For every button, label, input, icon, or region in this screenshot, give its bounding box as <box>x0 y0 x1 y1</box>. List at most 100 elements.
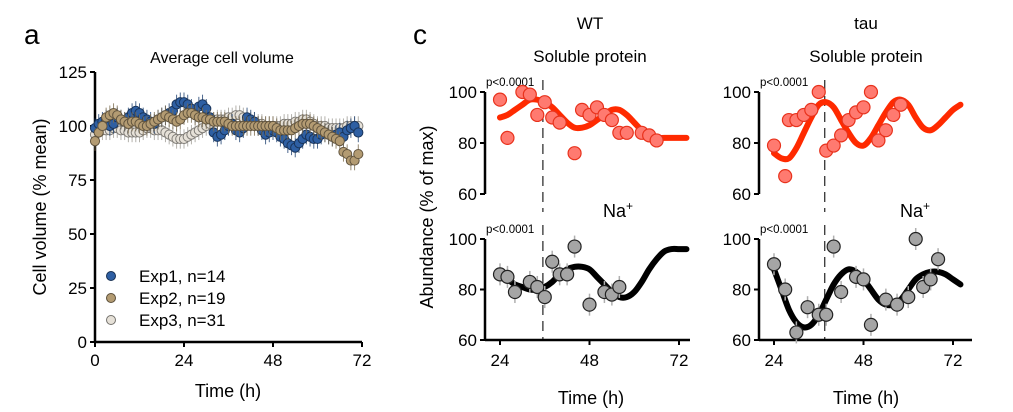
data-point <box>89 136 101 147</box>
data-point <box>908 231 923 247</box>
data-point <box>97 120 108 132</box>
data-point <box>507 284 523 300</box>
data-point <box>800 300 815 315</box>
legend-label: Exp2, n=19 <box>139 289 226 308</box>
data-point <box>766 257 782 272</box>
data-point <box>871 133 886 148</box>
data-point <box>811 84 826 100</box>
fit-curve <box>497 245 690 301</box>
panel-a-ytick-label: 50 <box>68 225 87 244</box>
ytick-label: 60 <box>732 185 751 204</box>
data-point <box>778 169 793 184</box>
data-point <box>766 138 782 153</box>
data-point <box>834 284 849 300</box>
data-point <box>537 95 552 110</box>
ytick-label: 100 <box>449 230 477 249</box>
ytick-label: 80 <box>732 134 751 153</box>
data-point <box>778 282 793 297</box>
data-point <box>804 102 819 117</box>
panel-a-ytick-label: 25 <box>68 279 87 298</box>
data-point <box>923 272 938 287</box>
data-point <box>353 148 364 160</box>
data-point <box>353 127 364 138</box>
legend-marker <box>106 293 116 303</box>
data-point <box>612 279 627 295</box>
data-point <box>834 128 849 143</box>
data-point <box>889 297 905 312</box>
data-point <box>567 239 582 254</box>
data-point <box>582 297 597 312</box>
legend-label: Exp1, n=14 <box>139 267 226 286</box>
ytick-label: 100 <box>449 83 477 102</box>
data-point <box>856 100 871 115</box>
ytick-label: 60 <box>732 331 751 350</box>
wt-soluble-title: Soluble protein <box>533 47 646 66</box>
data-point <box>500 269 515 284</box>
data-point <box>560 267 575 282</box>
data-point <box>604 112 619 128</box>
data-point <box>500 130 515 145</box>
tau-na-chart: 60 80 100 p<0.0001 24 48 72 <box>723 224 972 370</box>
p-value-label: p<0.0001 <box>760 224 808 236</box>
fit-curve <box>771 96 964 163</box>
panel-a-chart: Average cell volume Cell volume (% mean)… <box>30 50 371 401</box>
data-point <box>545 254 560 269</box>
data-point <box>537 289 552 305</box>
tau-na-title: Na+ <box>900 199 930 221</box>
panel-a-title: Average cell volume <box>150 50 294 67</box>
xtick-label: 72 <box>670 351 689 370</box>
data-point <box>492 92 508 107</box>
data-point <box>863 84 879 100</box>
panel-a-ytick-label: 0 <box>78 333 87 352</box>
data-point <box>901 289 916 305</box>
data-point <box>522 87 537 102</box>
data-point <box>334 136 345 147</box>
tau-soluble-chart: 60 80 100 p<0.0001 <box>723 77 964 212</box>
panel-a-xtick-label: 72 <box>353 351 372 370</box>
data-point <box>930 252 946 267</box>
data-point <box>863 317 879 332</box>
group-title-wt: WT <box>577 14 603 33</box>
panel-a-xtick-label: 48 <box>264 351 283 370</box>
wt-xlabel: Time (h) <box>558 388 624 408</box>
data-point <box>552 115 567 130</box>
wt-na-chart: 60 80 100 p<0.0001 24 48 72 <box>449 224 690 370</box>
panel-label-c: c <box>413 19 427 50</box>
data-point <box>649 133 664 148</box>
panel-a-xtick-label: 24 <box>175 351 194 370</box>
data-point <box>893 97 908 112</box>
ytick-label: 80 <box>458 134 477 153</box>
data-point <box>819 307 834 322</box>
p-value-label: p<0.0001 <box>760 77 808 89</box>
data-point <box>619 125 634 140</box>
panel-a-ytick-label: 100 <box>59 117 87 136</box>
ytick-label: 80 <box>732 281 751 300</box>
wt-na-title: Na+ <box>603 199 633 221</box>
panel-a-ytick-label: 75 <box>68 171 87 190</box>
panel-c-ylabel: Abundance (% of max) <box>417 125 437 308</box>
data-point <box>878 123 893 138</box>
data-point <box>789 325 804 340</box>
data-point <box>567 146 582 161</box>
legend-marker <box>106 315 116 325</box>
xtick-label: 72 <box>944 351 963 370</box>
panel-label-a: a <box>24 19 40 50</box>
xtick-label: 48 <box>580 351 599 370</box>
xtick-label: 24 <box>491 351 510 370</box>
ytick-label: 60 <box>458 331 477 350</box>
panel-a-xtick-label: 0 <box>90 351 99 370</box>
panel-a-ylabel: Cell volume (% mean) <box>30 118 50 295</box>
panel-a-ytick-label: 125 <box>59 63 87 82</box>
panel-a-series-2 <box>89 103 364 171</box>
data-point <box>530 279 545 295</box>
data-point <box>530 107 545 123</box>
xtick-label: 48 <box>854 351 873 370</box>
data-point <box>826 239 841 254</box>
ytick-label: 60 <box>458 185 477 204</box>
panel-a-xlabel: Time (h) <box>195 381 261 401</box>
xtick-label: 24 <box>765 351 784 370</box>
ytick-label: 80 <box>458 281 477 300</box>
ytick-label: 100 <box>723 230 751 249</box>
ytick-label: 100 <box>723 83 751 102</box>
